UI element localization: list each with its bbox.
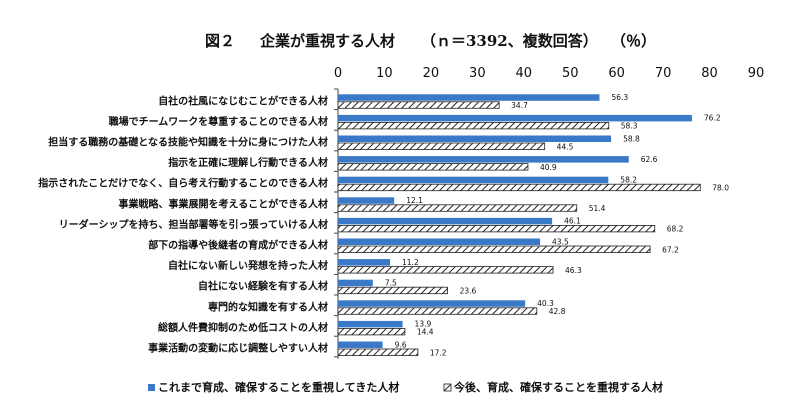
category-label: リーダーシップを持ち、担当部署等を引っ張っていける人材 xyxy=(59,218,328,231)
bar-future xyxy=(337,101,500,109)
category-labels: 自社の社風になじむことができる人材職場でチームワークを尊重することのできる人材担… xyxy=(38,94,328,354)
bar-current xyxy=(338,156,629,163)
bar-current xyxy=(338,94,600,101)
data-label-future: 17.2 xyxy=(430,348,447,357)
category-label: 指示されたことだけでなく、自ら考え行動することのできる人材 xyxy=(38,177,328,190)
category-label: 担当する職務の基礎となる技能や知識を十分に身につけた人材 xyxy=(48,136,328,149)
bar-current xyxy=(338,197,395,204)
legend: これまで育成、確保することを重視してきた人材 今後、育成、確保することを重視する人… xyxy=(148,380,663,394)
data-label-current: 56.3 xyxy=(611,93,628,102)
data-label-current: 58.2 xyxy=(620,175,637,184)
data-label-current: 11.2 xyxy=(402,258,419,267)
data-label-future: 42.8 xyxy=(549,307,566,316)
axes xyxy=(334,88,339,359)
chart-title-part: （％） xyxy=(611,32,656,50)
data-label-current: 40.3 xyxy=(537,299,554,308)
legend-label-future: 今後、育成、確保することを重視する人材 xyxy=(453,380,663,394)
data-label-future: 78.0 xyxy=(712,183,729,192)
x-axis-ticks: 0 10 20 30 40 50 60 70 80 90 xyxy=(334,66,764,81)
x-tick-label: 90 xyxy=(748,66,765,81)
bar-current xyxy=(338,238,541,245)
data-label-future: 40.9 xyxy=(540,163,557,172)
bar-future xyxy=(337,224,656,233)
data-labels: 56.3 34.7 76.2 58.3 58.8 44.5 62.6 40.9 58.2 78.0… xyxy=(385,93,729,357)
category-label: 自社の社風になじむことができる人材 xyxy=(158,94,328,107)
bar-current xyxy=(338,300,526,307)
bar-current xyxy=(338,135,612,142)
legend-swatch-current xyxy=(148,384,155,391)
bar-current xyxy=(338,176,609,184)
bar-future xyxy=(337,286,449,295)
bar-current xyxy=(338,114,692,122)
category-label: 事業活動の変動に応じ調整しやすい人材 xyxy=(148,342,328,355)
bar-current xyxy=(338,217,553,225)
x-tick-label: 30 xyxy=(469,66,486,81)
data-label-current: 12.1 xyxy=(406,196,423,205)
x-tick-label: 10 xyxy=(376,66,393,81)
category-label: 部下の指導や後継者の育成ができる人材 xyxy=(148,239,328,252)
category-label: 自社にない新しい発想を持った人材 xyxy=(168,259,328,272)
bars xyxy=(337,94,701,356)
chart-title-part: （ｎ＝3392、複数回答） xyxy=(421,32,598,50)
category-label: 自社にない経験を有する人材 xyxy=(198,280,328,293)
x-tick-label: 70 xyxy=(655,66,672,81)
bar-current xyxy=(338,341,383,348)
data-label-future: 51.4 xyxy=(589,204,606,213)
data-label-future: 68.2 xyxy=(667,225,684,234)
bar-future xyxy=(337,163,529,171)
category-label: 職場でチームワークを尊重することのできる人材 xyxy=(109,115,328,128)
data-label-future: 58.3 xyxy=(621,122,638,131)
x-tick-label: 80 xyxy=(701,66,718,81)
data-label-future: 67.2 xyxy=(662,245,679,254)
category-label: 指示を正確に理解し行動できる人材 xyxy=(168,156,328,169)
bar-future xyxy=(337,307,538,315)
bar-current xyxy=(338,259,391,266)
data-label-current: 58.8 xyxy=(623,134,640,143)
data-label-future: 44.5 xyxy=(557,142,574,151)
chart-title-part: 図２ xyxy=(205,32,235,50)
data-label-future: 14.4 xyxy=(417,328,434,337)
data-label-future: 34.7 xyxy=(511,101,528,110)
data-label-current: 43.5 xyxy=(552,237,569,246)
bar-current xyxy=(338,279,373,287)
bar-current xyxy=(338,320,403,328)
category-label: 総額人件費抑制のため低コストの人材 xyxy=(158,321,328,334)
bar-future xyxy=(337,183,701,192)
bar-future xyxy=(337,348,419,356)
bar-future xyxy=(337,204,578,212)
bar-future xyxy=(337,142,546,150)
chart-title-part: 企業が重視する人材 xyxy=(259,32,395,50)
data-label-current: 46.1 xyxy=(564,217,581,226)
legend-label-current: これまで育成、確保することを重視してきた人材 xyxy=(158,380,399,394)
data-label-current: 76.2 xyxy=(704,114,721,123)
bar-future xyxy=(337,327,406,336)
bar-future xyxy=(337,122,610,130)
data-label-current: 7.5 xyxy=(385,278,397,287)
category-label: 専門的な知識を有する人材 xyxy=(208,300,328,313)
bar-future xyxy=(337,266,554,274)
x-tick-label: 0 xyxy=(334,66,342,81)
data-label-current: 9.6 xyxy=(395,340,407,349)
data-label-future: 23.6 xyxy=(460,286,477,295)
x-tick-label: 60 xyxy=(608,66,625,81)
category-label: 事業戦略、事業展開を考えることができる人材 xyxy=(119,197,329,210)
data-label-current: 62.6 xyxy=(641,155,658,164)
chart-title: 図２ 企業が重視する人材 （ｎ＝3392、複数回答） （％） xyxy=(205,32,656,50)
x-tick-label: 50 xyxy=(562,66,579,81)
x-tick-label: 20 xyxy=(423,66,440,81)
data-label-current: 13.9 xyxy=(415,320,432,329)
legend-swatch-future xyxy=(443,383,452,392)
x-tick-label: 40 xyxy=(516,66,533,81)
bar-future xyxy=(337,245,651,253)
data-label-future: 46.3 xyxy=(565,266,582,275)
